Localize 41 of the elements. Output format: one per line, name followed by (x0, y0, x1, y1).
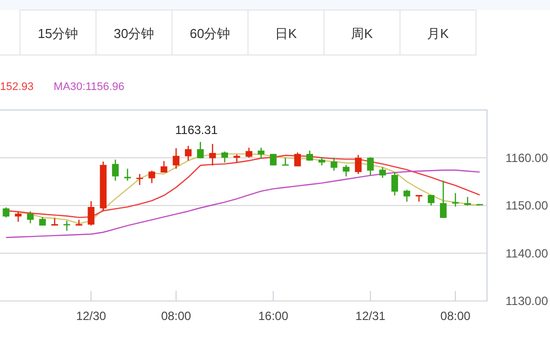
candlestick (14, 211, 22, 222)
candlestick (172, 148, 180, 170)
text: MA30:1156.96 (54, 81, 124, 93)
candlestick (184, 145, 192, 162)
tab: 15分钟 (20, 10, 96, 56)
candlestick (379, 166, 386, 178)
candlestick (197, 141, 204, 159)
candlestick (51, 217, 58, 226)
candlestick (354, 154, 362, 175)
candlestick (2, 206, 10, 218)
candlestick (440, 180, 447, 219)
y-tick-label: 1160.00 (506, 150, 548, 165)
y-tick-label: 1150.00 (506, 198, 548, 212)
candlestick (88, 200, 94, 226)
tab: 月K (400, 10, 476, 56)
candlestick (391, 171, 398, 196)
annotation: 1163.31 (175, 122, 218, 137)
candlestick (258, 147, 264, 160)
x-tick-label: 16:00 (258, 309, 289, 323)
candlestick (209, 143, 216, 166)
candlestick (27, 210, 34, 224)
candlestick (63, 220, 70, 232)
candlestick (452, 192, 459, 208)
candlestick (404, 189, 410, 202)
y-tick-label: 1140.00 (506, 246, 548, 260)
line-series (5, 170, 480, 238)
x-tick-label: 08:00 (161, 309, 192, 323)
candlestick (342, 164, 350, 177)
candlestick (221, 150, 228, 164)
candlestick (294, 152, 301, 167)
candlestick (367, 156, 374, 176)
text: 152.93 (0, 81, 34, 93)
x-tick-label: 12/31 (355, 309, 386, 323)
candlestick (246, 147, 252, 158)
candlestick (112, 159, 119, 182)
y-tick-label: 1130.00 (506, 294, 548, 308)
candlestick (148, 170, 156, 184)
candlestick (124, 168, 131, 182)
x-tick-label: 12/30 (76, 309, 106, 323)
x-tick-label: 08:00 (440, 309, 471, 323)
candlestick (330, 157, 338, 172)
